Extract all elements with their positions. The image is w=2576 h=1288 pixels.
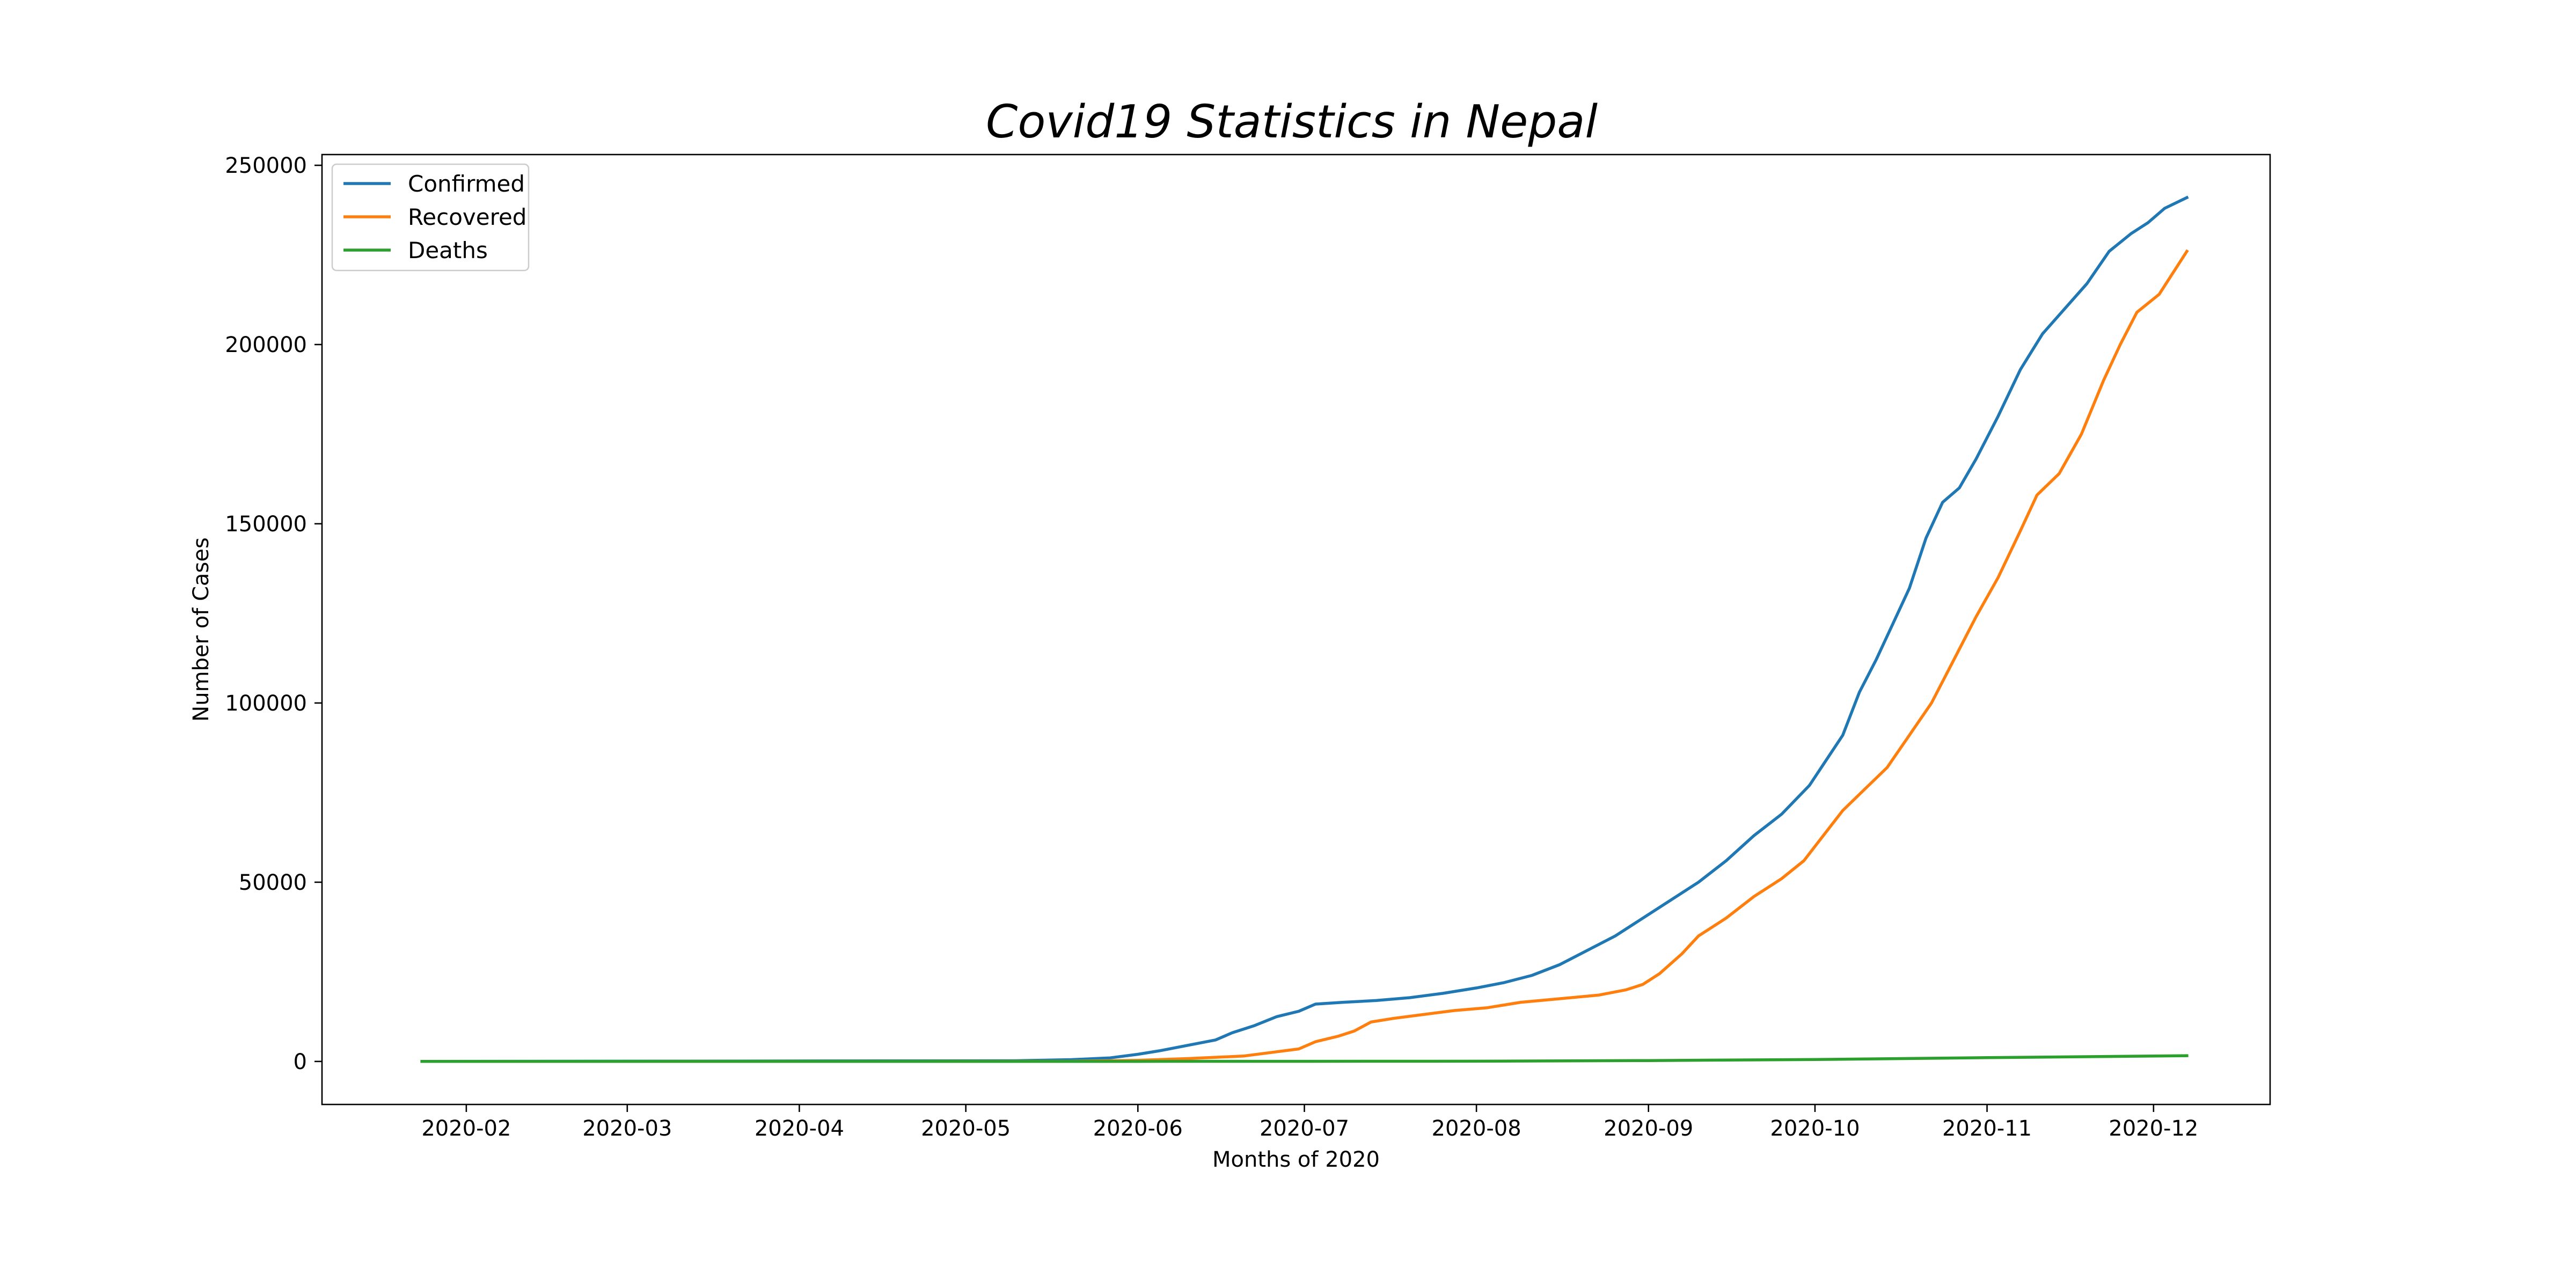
y-tick-label: 100000 (225, 691, 307, 716)
x-tick-label: 2020-08 (1432, 1116, 1521, 1141)
x-tick-label: 2020-05 (921, 1116, 1011, 1141)
y-axis-title: Number of Cases (189, 537, 214, 721)
series-line-confirmed (420, 195, 2189, 1063)
y-tick-label: 200000 (225, 333, 307, 357)
plot-frame (321, 153, 2271, 1106)
x-tick-label: 2020-03 (582, 1116, 672, 1141)
x-tick-label: 2020-02 (421, 1116, 511, 1141)
chart-title: Covid19 Statistics in Nepal (986, 96, 1598, 149)
x-tick-label: 2020-10 (1770, 1116, 1860, 1141)
x-tick-label: 2020-07 (1260, 1116, 1349, 1141)
legend-label-recovered: Recovered (408, 204, 526, 230)
x-tick-label: 2020-06 (1093, 1116, 1183, 1141)
y-tick-label: 0 (294, 1050, 307, 1074)
legend-label-confirmed: Confirmed (408, 171, 525, 197)
legend-frame (331, 163, 530, 272)
x-axis: 2020-02 2020-03 2020-04 2020-05 2020-06 2020-… (421, 1104, 2198, 1141)
series-line-recovered (420, 249, 2189, 1063)
series-layer (420, 195, 2189, 1063)
legend-label-deaths: Deaths (408, 237, 488, 264)
y-tick-label: 50000 (239, 870, 307, 895)
y-tick-label: 150000 (225, 512, 307, 537)
x-tick-label: 2020-04 (755, 1116, 844, 1141)
series-line-deaths (420, 1054, 2189, 1063)
legend: Confirmed Recovered Deaths (331, 163, 530, 272)
x-axis-title: Months of 2020 (1212, 1147, 1380, 1172)
x-tick-label: 2020-12 (2109, 1116, 2198, 1141)
x-tick-label: 2020-09 (1604, 1116, 1693, 1141)
y-axis: 0 50000 100000 150000 200000 250000 (225, 153, 322, 1074)
x-tick-label: 2020-11 (1942, 1116, 2032, 1141)
y-tick-label: 250000 (225, 153, 307, 178)
